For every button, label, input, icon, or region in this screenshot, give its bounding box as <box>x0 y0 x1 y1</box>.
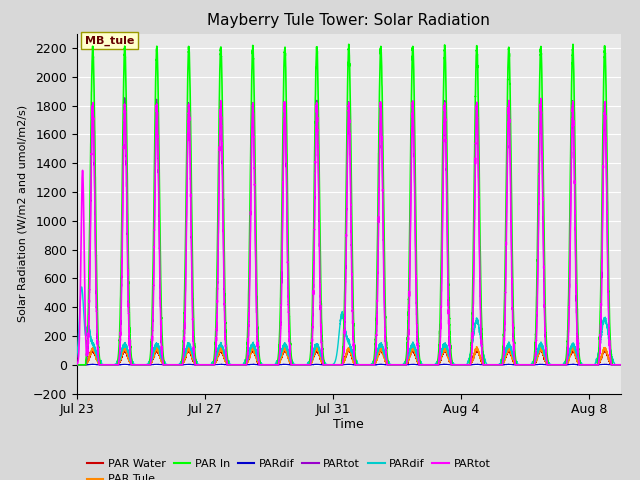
Legend: PAR Water, PAR Tule, PAR In, PARdif, PARtot, PARdif, PARtot: PAR Water, PAR Tule, PAR In, PARdif, PAR… <box>83 455 495 480</box>
Text: MB_tule: MB_tule <box>84 36 134 46</box>
X-axis label: Time: Time <box>333 418 364 431</box>
Y-axis label: Solar Radiation (W/m2 and umol/m2/s): Solar Radiation (W/m2 and umol/m2/s) <box>17 105 27 322</box>
Title: Mayberry Tule Tower: Solar Radiation: Mayberry Tule Tower: Solar Radiation <box>207 13 490 28</box>
